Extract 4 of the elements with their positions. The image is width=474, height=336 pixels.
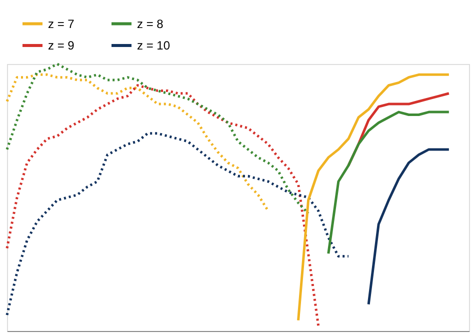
legend-label: z = 8 [137, 16, 164, 31]
legend-label: z = 7 [48, 16, 75, 31]
legend-label: z = 10 [137, 38, 170, 52]
legend-label: z = 9 [48, 38, 75, 52]
